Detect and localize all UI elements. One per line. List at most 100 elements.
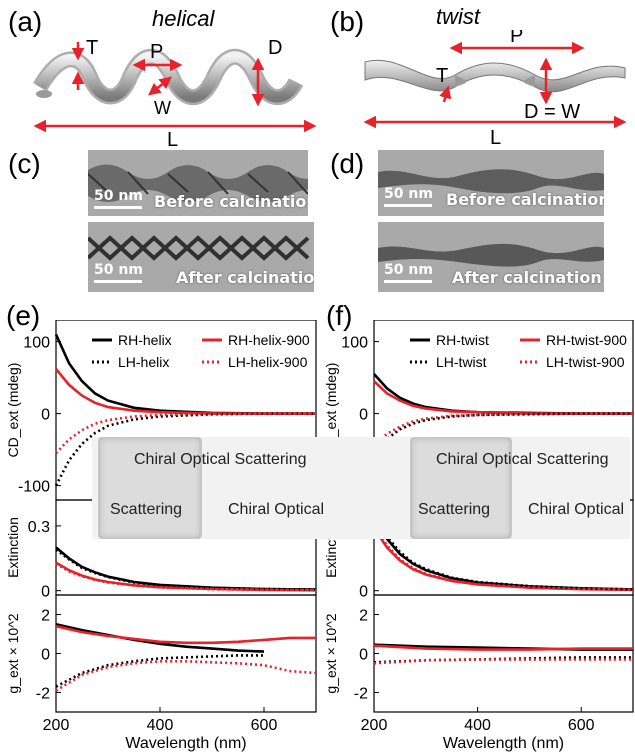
legend-label: RH-twist-900 [546,332,627,348]
panel-label-a: (a) [8,6,43,37]
twist-label-l: L [490,127,501,148]
inset-sample-f [410,437,512,539]
legend-label: LH-twist-900 [546,354,625,370]
y-axis-label: g_ext × 10^2 [323,613,339,693]
scale-label: 50 nm [384,262,433,278]
y-tick-label: 0 [359,584,368,601]
twist-ribbon [364,59,626,93]
panel-label-b: (b) [330,6,365,37]
label-t: T [86,37,98,59]
panel-label-c: (c) [8,148,41,179]
y-tick-label: 100 [341,335,368,352]
tem-c-before: 50 nm Before calcination [88,150,308,216]
twist-length-arrow: L [363,115,627,148]
x-tick-label: 200 [43,717,70,734]
inset-text-right-e: Chiral Optical [228,501,325,518]
panel-label-f: (f) [326,300,353,331]
inset-sample-e [98,437,202,539]
series-line-LH-twist [372,512,634,591]
x-tick-label: 600 [251,717,278,734]
inset-text-left-e: Scattering [110,501,183,518]
series-line-LH-twist-900 [373,658,633,665]
subplot-frame-g [373,594,634,713]
label-p: P [150,41,163,63]
series-line-RH-helix-900 [54,368,316,415]
panel-a-title: helical [152,6,215,31]
scale-bar [384,204,432,207]
twist-schematic: P T D = W [364,30,626,122]
x-tick-label: 400 [147,717,174,734]
y-axis-label: CD_ext (mdeg) [323,363,339,458]
x-axis-label: Wavelength (nm) [125,735,246,752]
caption-after: After calcination [452,268,602,287]
series-line-LH-helix [55,654,264,688]
inset-text-top-f: Chiral Optical Scattering [436,451,609,468]
inset-photo: Chiral Optical Scattering Chiral Optical… [92,437,630,539]
scale-bar [384,280,432,283]
series-line-LH-twist [373,412,633,455]
label-d: D [268,37,282,59]
twist-t-arrow [439,85,452,103]
series-line-LH-helix [55,548,317,591]
y-axis-label: CD_ext (mdeg) [5,363,21,458]
scale-label: 50 nm [94,262,143,278]
twist-label-p: P [510,30,523,47]
series-line-LH-twist [373,656,633,664]
y-tick-label: 0.3 [28,519,50,536]
panel-label-d: (d) [330,148,365,179]
series-line-RH-twist-900 [373,644,633,651]
x-axis-label: Wavelength (nm) [443,735,564,752]
series-line-RH-helix [55,623,265,653]
series-line-LH-helix-900 [55,412,316,455]
y-tick-label: 100 [23,335,50,352]
series-line-LH-helix-900 [55,659,317,692]
twist-label-t: T [436,65,448,87]
inset-text-right-f: Chiral Optical [528,501,625,518]
helical-schematic: T P D W [33,37,304,118]
y-tick-label: -100 [18,479,50,496]
y-axis-label: Extinction [5,517,21,578]
y-tick-label: 2 [359,608,368,625]
scale-bar [94,280,142,283]
helical-length-arrow: L [33,119,317,148]
subplot-frame-g [55,594,317,713]
label-w: W [154,98,171,118]
scale-bar [94,206,142,209]
legend-label: LH-helix-900 [228,354,308,370]
series-line-RH-helix-900 [55,624,316,645]
caption-before: Before calcination [446,190,604,209]
y-tick-label: 2 [41,608,50,625]
caption-before: Before calcination [154,192,308,211]
series-line-RH-twist [373,373,633,415]
inset-text-top-e: Chiral Optical Scattering [134,451,307,468]
series-line-LH-twist-900 [373,412,633,447]
legend-label: RH-helix [118,332,172,348]
inset-text-left-f: Scattering [418,501,491,518]
legend-label: LH-twist [436,354,487,370]
y-tick-label: -2 [354,686,368,703]
chart-e: 100 0 -100 CD_ext (mdeg) 0.3 0 Extinction 2 0 -2 g… [5,320,317,752]
scale-label: 50 nm [94,188,143,204]
y-tick-label: 0 [359,407,368,424]
y-tick-label: -2 [36,686,50,703]
label-l: L [167,129,178,148]
x-tick-label: 200 [361,717,388,734]
legend-label: RH-helix-900 [228,332,310,348]
y-tick-label: 0 [41,584,50,601]
y-axis-label: g_ext × 10^2 [5,613,21,693]
panel-b-title: twist [436,4,480,29]
y-tick-label: 0 [359,647,368,664]
legend-label: RH-twist [436,332,489,348]
caption-after: After calcination [176,268,314,287]
y-tick-label: 0 [41,647,50,664]
legend-label: LH-helix [118,354,169,370]
tem-d-before: 50 nm Before calcination [378,150,604,216]
scale-label: 50 nm [384,186,433,202]
series-line-RH-helix [55,546,317,591]
panel-label-e: (e) [6,300,41,331]
tem-d-after: 50 nm After calcination [378,222,604,292]
series-line-RH-twist-900 [373,380,633,415]
w-arrow [148,76,172,96]
x-tick-label: 400 [464,717,491,734]
